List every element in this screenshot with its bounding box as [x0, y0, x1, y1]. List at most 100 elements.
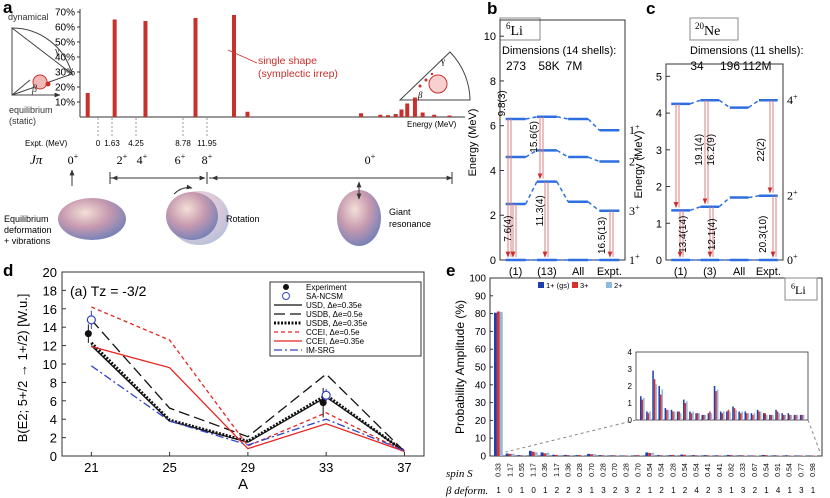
bar	[378, 114, 383, 117]
inset-bar	[690, 413, 693, 420]
level-connector	[556, 116, 569, 120]
inset-bar	[641, 399, 644, 420]
bar	[624, 455, 628, 456]
inset-bar	[704, 414, 707, 420]
inset-bar	[679, 413, 682, 420]
y-tick-label: 10%	[55, 98, 75, 109]
legend-marker	[572, 282, 578, 288]
inset-bar	[667, 409, 670, 420]
spin-value: 0.33	[496, 463, 503, 477]
inset-bar	[759, 411, 762, 420]
x-tick-label: 29	[241, 460, 255, 475]
transition-label: 16.2(9)	[706, 134, 717, 166]
beta-value: 1	[671, 486, 676, 495]
y-tick-label: 0	[480, 452, 486, 463]
bar	[785, 455, 788, 456]
inset-bar	[769, 414, 771, 420]
beta-value: 4	[776, 486, 781, 495]
bar	[718, 455, 722, 456]
spin-value: 0.54	[682, 463, 689, 477]
inset-bar	[689, 411, 691, 420]
y-tick-label: 16	[43, 302, 57, 317]
bar	[662, 455, 666, 456]
expt-value: 0	[96, 139, 101, 148]
experiment-point	[84, 330, 92, 338]
category-label: All	[733, 266, 745, 278]
bar	[744, 455, 748, 456]
inset-bar	[746, 413, 748, 420]
legend-label: SA-NCSM	[306, 292, 343, 301]
transition-label: 19.1(4)	[694, 134, 705, 166]
sancsm-point	[321, 390, 331, 400]
bar	[359, 113, 364, 117]
y-tick-label: 30	[475, 398, 487, 409]
label-gamma-right: γ	[440, 56, 445, 66]
y-tick-label: 10	[475, 434, 487, 445]
spin-value: 0.54	[659, 463, 666, 477]
inset-bar	[782, 414, 785, 420]
bar	[726, 454, 730, 456]
beta-value: 2	[683, 486, 688, 495]
inset-bar	[739, 413, 742, 420]
beta-value: 3	[578, 486, 583, 495]
beta-value: 3	[625, 486, 630, 495]
inset-bar	[735, 409, 737, 420]
inset-bar	[781, 413, 783, 420]
panel-b: b 6Li Dimensions (14 shells): 273 58K 7M 0…	[467, 0, 640, 278]
panel-d-plot: 0 2 4 6 8 10 12 14 16 18 20 21 25 29 33 37 A B(E2; 5+/2 →…	[15, 265, 425, 493]
x-tick-label: 25	[162, 460, 176, 475]
series-line	[91, 345, 405, 453]
jpi-value: 4+	[137, 152, 148, 167]
inset-bar	[696, 413, 699, 420]
spin-value: 0.33	[740, 463, 747, 477]
bar	[575, 455, 579, 456]
label-gamma-left: γ	[54, 46, 60, 57]
bar	[639, 455, 643, 456]
inset-bar	[778, 413, 780, 420]
bar	[773, 455, 777, 456]
bar	[645, 452, 649, 456]
panel-b-plot: 0 2 4 6 8 10 Energy (MeV) (1) (13) All Expt. 1+ 3+ 2+…	[467, 19, 640, 278]
panel-c-plot: 0 1 2 3 4 5 Energy (MeV) (1) (3) All Expt. 0+ 2+ 4+ 19…	[633, 63, 798, 278]
y-tick-label: 14	[43, 320, 57, 335]
bar	[686, 454, 690, 456]
bar	[546, 452, 550, 456]
label-beta-right: β	[417, 90, 423, 100]
y-tick-label: 3	[656, 145, 662, 157]
beta-value: 2	[566, 486, 571, 495]
bar	[534, 452, 538, 456]
spin-value: 0.70	[612, 463, 619, 477]
inset-bar	[787, 413, 790, 420]
spin-value: 0.54	[763, 463, 770, 477]
bar	[447, 115, 452, 117]
dimension-value: 34	[690, 59, 704, 73]
single-shape-pointer	[227, 49, 258, 64]
expt-values: 0 1.63 4.25 8.78 11.95	[96, 118, 217, 148]
label-static: (static)	[9, 116, 36, 126]
inset-guide	[505, 419, 637, 453]
inset-bar	[764, 413, 767, 420]
inset-y-tick-label: 4	[628, 348, 633, 357]
spin-value: 1.17	[554, 463, 561, 477]
y-tick-label: 30%	[55, 68, 75, 79]
bar	[610, 455, 614, 456]
bar	[555, 454, 559, 456]
beta-value: 1	[590, 486, 595, 495]
inset-bar	[692, 411, 694, 420]
bar	[703, 455, 707, 456]
y-tick-label: 10	[43, 357, 57, 372]
spin-value: 0.70	[635, 463, 642, 477]
bar	[753, 455, 756, 456]
bar	[569, 455, 573, 456]
legend-marker	[283, 284, 289, 290]
bar	[633, 455, 637, 456]
y-tick-label: 80	[475, 309, 487, 320]
legend-label: USDB, Δe=0.35e	[306, 319, 368, 328]
bar	[587, 453, 591, 456]
expt-value: 1.63	[104, 139, 120, 148]
nucleus-c: 20Ne	[695, 21, 720, 39]
level-jpi: 4+	[787, 92, 798, 107]
beta-value: 1	[788, 486, 793, 495]
inset-bar	[707, 413, 710, 420]
spin-value: 0.28	[670, 463, 677, 477]
